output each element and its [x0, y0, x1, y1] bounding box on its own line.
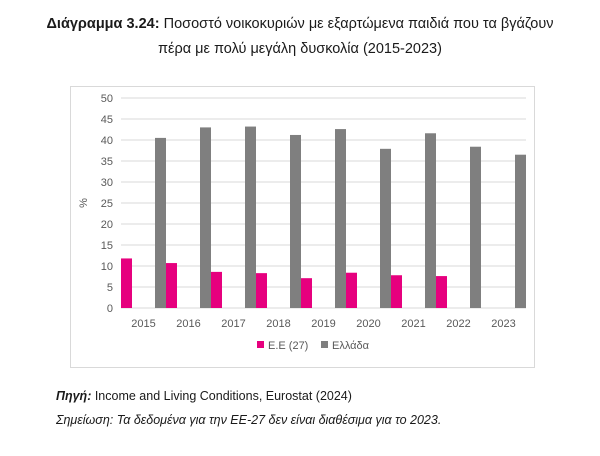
y-tick-label: 20: [101, 219, 113, 231]
bar-greece: [155, 137, 166, 308]
x-tick-label: 2019: [311, 318, 335, 330]
bars: [121, 126, 526, 309]
y-tick-labels: 0 5 10 15 20 25 30 35 40 45 50: [101, 93, 113, 315]
gridlines: [121, 97, 526, 309]
x-tick-label: 2022: [446, 318, 470, 330]
bar-greece: [245, 126, 256, 308]
x-tick-labels: 2015 2016 2017 2018 2019 2020 2021 2022 2023: [131, 318, 515, 330]
legend-swatch: [321, 341, 328, 348]
legend: Ε.Ε (27) Ελλάδα: [257, 340, 370, 352]
x-tick-label: 2018: [266, 318, 290, 330]
legend-label: Ε.Ε (27): [268, 340, 308, 352]
y-tick-label: 15: [101, 240, 113, 252]
figure-label: Διάγραμμα 3.24:: [46, 16, 160, 32]
source-text: Income and Living Conditions, Eurostat (…: [91, 389, 352, 403]
bar-eu27: [211, 271, 222, 308]
title-line-2: πέρα με πολύ μεγάλη δυσκολία (2015-2023): [158, 41, 442, 57]
bar-eu27: [166, 263, 177, 308]
bar-greece: [380, 148, 391, 308]
y-axis-label: %: [78, 198, 90, 208]
source-label: Πηγή:: [56, 389, 92, 403]
chart-frame: 0 5 10 15 20 25 30 35 40 45 50 2015 2016 2017 2018 201…: [70, 86, 535, 368]
legend-swatch: [257, 341, 264, 348]
bar-greece: [335, 129, 346, 308]
bar-eu27: [301, 278, 312, 308]
source-note: Πηγή: Income and Living Conditions, Euro…: [56, 389, 352, 403]
bar-eu27: [346, 272, 357, 308]
x-tick-label: 2023: [491, 318, 515, 330]
x-tick-label: 2015: [131, 318, 155, 330]
bar-greece: [425, 133, 436, 308]
y-tick-label: 35: [101, 156, 113, 168]
y-tick-label: 30: [101, 177, 113, 189]
y-tick-label: 5: [107, 282, 113, 294]
x-tick-label: 2020: [356, 318, 380, 330]
bar-eu27: [391, 275, 402, 308]
x-tick-label: 2017: [221, 318, 245, 330]
bar-eu27: [121, 258, 132, 308]
x-tick-label: 2021: [401, 318, 425, 330]
legend-label: Ελλάδα: [332, 340, 370, 352]
y-tick-label: 45: [101, 114, 113, 126]
bar-eu27: [256, 273, 267, 308]
bar-greece: [515, 154, 526, 308]
title-line-1: Διάγραμμα 3.24: Ποσοστό νοικοκυριών με ε…: [0, 12, 600, 37]
chart-title: Διάγραμμα 3.24: Ποσοστό νοικοκυριών με ε…: [0, 12, 600, 62]
bar-greece: [290, 134, 301, 308]
footnote: Σημείωση: Τα δεδομένα για την ΕΕ-27 δεν …: [56, 413, 442, 427]
y-tick-label: 25: [101, 198, 113, 210]
title-text-1: Ποσοστό νοικοκυριών με εξαρτώμενα παιδιά…: [159, 16, 554, 32]
y-tick-label: 50: [101, 93, 113, 105]
bar-greece: [470, 146, 481, 308]
y-tick-label: 0: [107, 303, 113, 315]
x-tick-label: 2016: [176, 318, 200, 330]
bar-eu27: [436, 276, 447, 308]
y-tick-label: 40: [101, 135, 113, 147]
y-tick-label: 10: [101, 261, 113, 273]
bar-greece: [200, 127, 211, 309]
